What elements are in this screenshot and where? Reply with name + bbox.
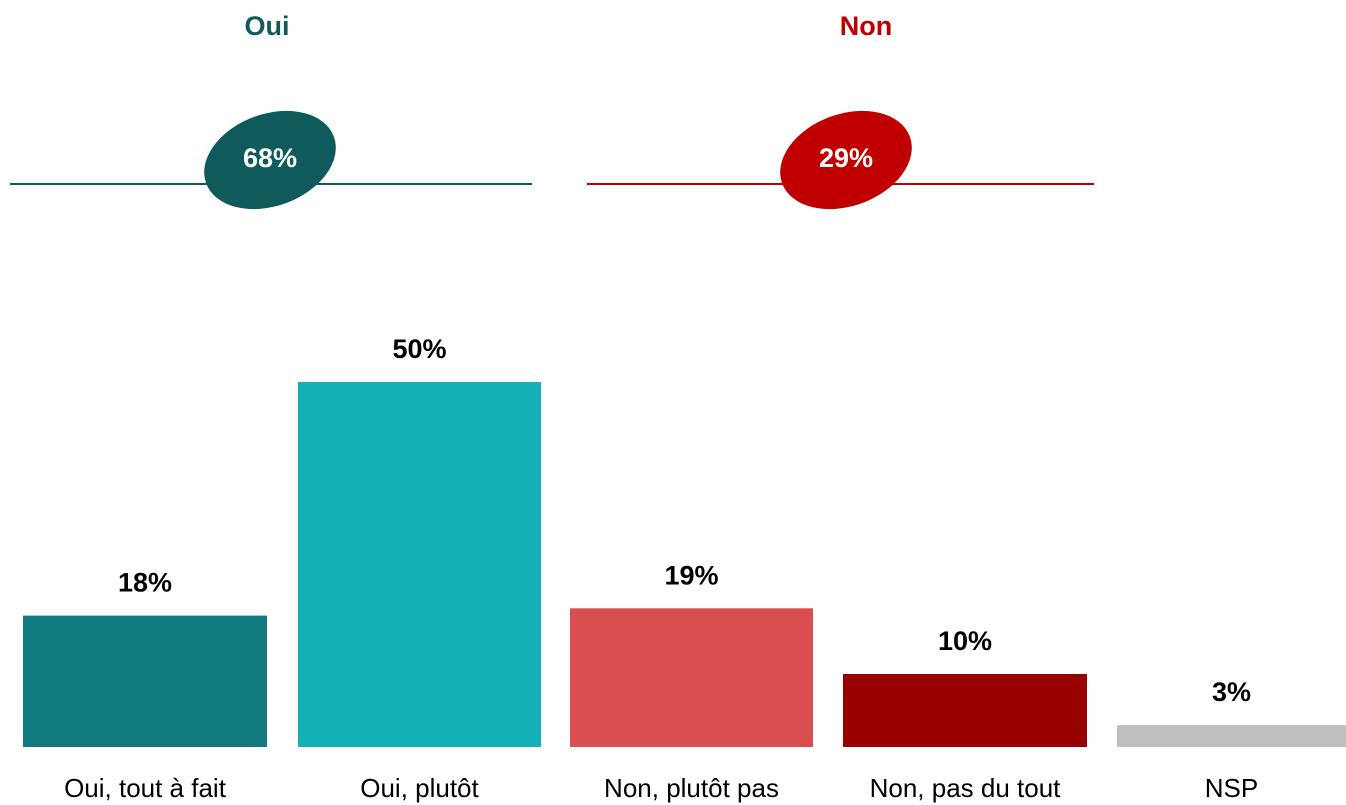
category-label: Non, plutôt pas xyxy=(604,773,779,803)
group-value-label: 68% xyxy=(243,143,297,173)
category-label: Oui, tout à fait xyxy=(64,773,227,803)
bar xyxy=(843,674,1087,747)
value-label: 19% xyxy=(664,560,718,590)
category-label: Oui, plutôt xyxy=(360,773,479,803)
value-label: 18% xyxy=(118,568,172,598)
value-label: 50% xyxy=(392,334,446,364)
value-label: 10% xyxy=(938,626,992,656)
group-value-label: 29% xyxy=(819,143,873,173)
value-label: 3% xyxy=(1212,677,1251,707)
category-label: Non, pas du tout xyxy=(870,773,1062,803)
group-bubble xyxy=(204,110,336,210)
category-label: NSP xyxy=(1205,773,1258,803)
bar xyxy=(570,608,813,747)
group-title: Oui xyxy=(245,11,290,41)
bar xyxy=(298,382,541,747)
bar xyxy=(23,615,267,747)
bar xyxy=(1117,725,1346,747)
group-bubble xyxy=(780,110,912,210)
group-title: Non xyxy=(840,11,892,41)
